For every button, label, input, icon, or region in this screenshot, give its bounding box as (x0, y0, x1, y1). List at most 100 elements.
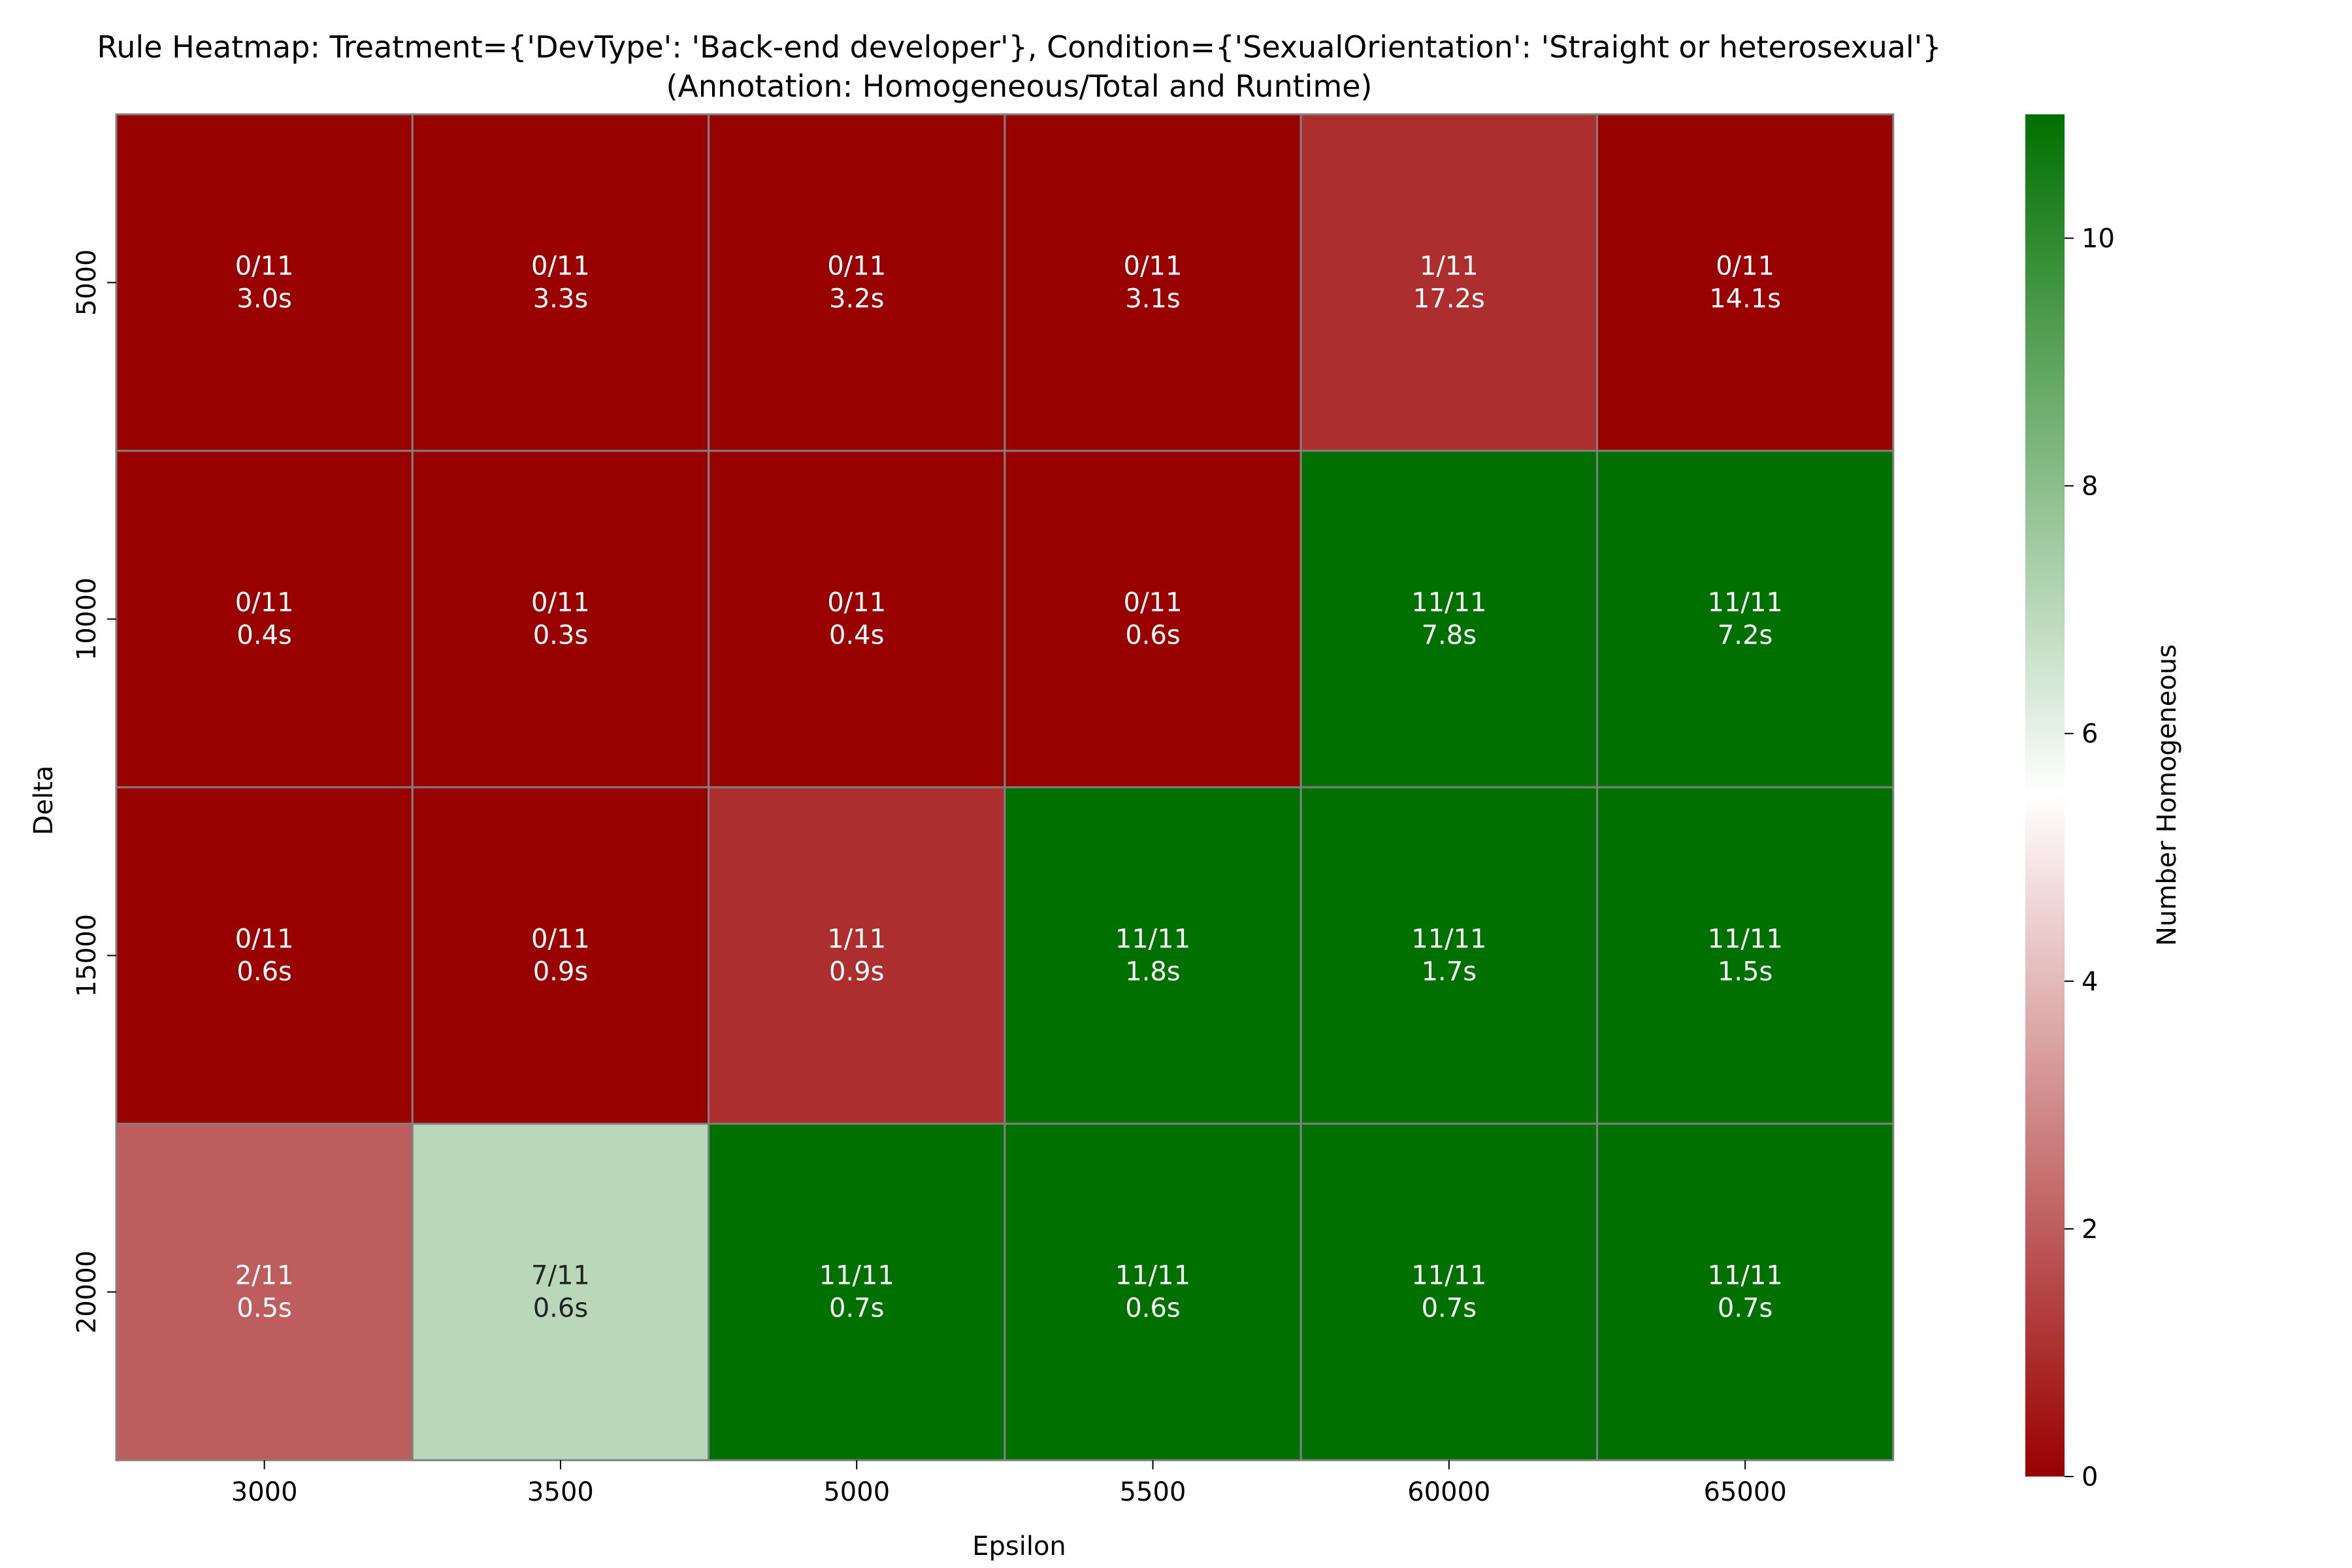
heatmap-cell (1299, 1122, 1598, 1462)
heatmap-cell (1596, 1122, 1895, 1462)
cell-runtime-label: 3.2s (829, 284, 884, 314)
heatmap-cell (115, 786, 414, 1125)
y-tick-label: 20000 (72, 1250, 102, 1333)
cell-runtime-label: 7.2s (1718, 621, 1772, 651)
x-axis-ticks: 3000 3500 5000 5500 60000 65000 (231, 1460, 1787, 1507)
cell-runtime-label: 0.3s (533, 621, 588, 651)
cell-runtime-label: 17.2s (1413, 284, 1485, 314)
heatmap-cell (1004, 786, 1302, 1125)
cell-runtime-label: 0.7s (1422, 1294, 1477, 1324)
cell-count-label: 0/11 (531, 252, 590, 282)
heatmap-cell (411, 449, 710, 789)
colorbar-tick-label: 8 (2082, 472, 2098, 502)
title-line-1: Rule Heatmap: Treatment={'DevType': 'Bac… (97, 29, 1941, 65)
cell-count-label: 11/11 (1411, 588, 1486, 618)
x-axis-label: Epsilon (972, 1531, 1066, 1561)
cell-runtime-label: 0.7s (1718, 1294, 1772, 1324)
colorbar-tick-label: 4 (2082, 967, 2098, 997)
colorbar-label: Number Homogeneous (2152, 644, 2182, 946)
cell-runtime-label: 0.6s (1125, 621, 1180, 651)
cell-count-label: 0/11 (827, 588, 886, 618)
x-tick-label: 3500 (527, 1477, 594, 1507)
cell-runtime-label: 7.8s (1422, 621, 1477, 651)
y-tick-label: 5000 (72, 250, 102, 316)
cell-runtime-label: 3.3s (533, 284, 588, 314)
colorbar-gradient (2025, 114, 2065, 1477)
y-axis-ticks: 5000 10000 15000 20000 (72, 250, 116, 1333)
heatmap-cell (411, 113, 710, 452)
heatmap-cell (115, 113, 414, 452)
heatmap-cell (708, 113, 1006, 452)
heatmap-cell (115, 449, 414, 789)
heatmap-cell (1596, 786, 1895, 1125)
x-tick-label: 60000 (1407, 1477, 1490, 1507)
cell-count-label: 11/11 (1708, 1261, 1783, 1291)
x-tick-label: 5000 (823, 1477, 890, 1507)
cell-count-label: 11/11 (1708, 924, 1783, 955)
cell-count-label: 2/11 (235, 1261, 294, 1291)
colorbar-ticks: 0 2 4 6 8 10 (2065, 224, 2115, 1492)
cell-runtime-label: 0.9s (533, 957, 588, 987)
y-axis-label: Delta (29, 766, 59, 836)
cell-runtime-label: 0.6s (533, 1294, 588, 1324)
heatmap-cell (1299, 113, 1598, 452)
cell-count-label: 11/11 (1115, 924, 1190, 955)
heatmap-cell (1596, 113, 1895, 452)
cell-count-label: 0/11 (235, 924, 294, 955)
chart-title: Rule Heatmap: Treatment={'DevType': 'Bac… (97, 29, 1941, 104)
heatmap-cell (1596, 449, 1895, 789)
cell-runtime-label: 0.4s (829, 621, 884, 651)
cell-count-label: 0/11 (235, 588, 294, 618)
heatmap-cell (115, 1122, 414, 1462)
y-tick-label: 15000 (72, 914, 102, 997)
cell-count-label: 7/11 (531, 1261, 590, 1291)
cell-count-label: 0/11 (531, 924, 590, 955)
cell-runtime-label: 0.5s (237, 1294, 291, 1324)
colorbar-tick-label: 0 (2082, 1462, 2098, 1492)
title-line-2: (Annotation: Homogeneous/Total and Runti… (666, 69, 1372, 104)
heatmap-cell (1299, 786, 1598, 1125)
cell-count-label: 11/11 (1411, 1261, 1486, 1291)
colorbar: 0 2 4 6 8 10 Number Homogeneous (2025, 114, 2182, 1492)
cell-runtime-label: 0.9s (829, 957, 884, 987)
cell-count-label: 11/11 (1411, 924, 1486, 955)
cell-count-label: 11/11 (819, 1261, 894, 1291)
heatmap-cell (1004, 113, 1302, 452)
cell-runtime-label: 3.1s (1125, 284, 1180, 314)
colorbar-tick-label: 10 (2082, 224, 2115, 254)
colorbar-tick-label: 6 (2082, 719, 2098, 749)
cell-runtime-label: 0.7s (829, 1294, 884, 1324)
cell-count-label: 0/11 (1124, 588, 1183, 618)
heatmap-cell (1004, 1122, 1302, 1462)
x-tick-label: 65000 (1704, 1477, 1787, 1507)
x-tick-label: 5500 (1120, 1477, 1186, 1507)
cell-count-label: 0/11 (1716, 252, 1774, 282)
cell-runtime-label: 1.5s (1718, 957, 1772, 987)
cell-runtime-label: 14.1s (1709, 284, 1781, 314)
cell-count-label: 0/11 (531, 588, 590, 618)
heatmap-cell (411, 786, 710, 1125)
cell-runtime-label: 1.7s (1422, 957, 1477, 987)
cell-runtime-label: 0.4s (237, 621, 291, 651)
heatmap-cell (1299, 449, 1598, 789)
cell-count-label: 0/11 (235, 252, 294, 282)
colorbar-tick-label: 2 (2082, 1215, 2098, 1245)
heatmap-cell (411, 1122, 710, 1462)
x-tick-label: 3000 (231, 1477, 298, 1507)
cell-count-label: 1/11 (1420, 252, 1478, 282)
cell-count-label: 11/11 (1708, 588, 1783, 618)
cell-runtime-label: 0.6s (1125, 1294, 1180, 1324)
heatmap-cell (1004, 449, 1302, 789)
cell-count-label: 0/11 (1124, 252, 1183, 282)
y-tick-label: 10000 (72, 578, 102, 661)
heatmap-cell (708, 786, 1006, 1125)
heatmap-cell (708, 449, 1006, 789)
cell-count-label: 1/11 (827, 924, 886, 955)
cell-runtime-label: 3.0s (237, 284, 291, 314)
cell-runtime-label: 0.6s (237, 957, 291, 987)
heatmap-cell (708, 1122, 1006, 1462)
heatmap-cells: 0/113.0s0/113.3s0/113.2s0/113.1s1/1117.2… (115, 113, 1895, 1462)
cell-count-label: 11/11 (1115, 1261, 1190, 1291)
cell-runtime-label: 1.8s (1125, 957, 1180, 987)
